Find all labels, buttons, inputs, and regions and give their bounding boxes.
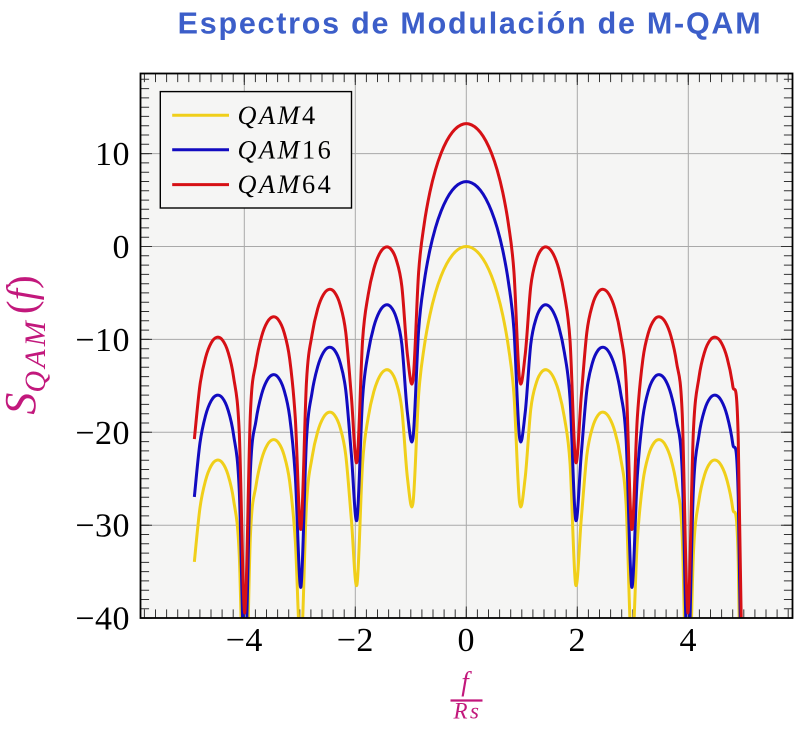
svg-text:−30: −30	[75, 508, 130, 545]
svg-text:10: 10	[95, 136, 130, 173]
svg-text:−20: −20	[75, 415, 130, 452]
svg-text:−4: −4	[226, 622, 263, 659]
svg-text:4: 4	[680, 622, 698, 659]
svg-text:−2: −2	[337, 622, 374, 659]
svg-text:QAM16: QAM16	[238, 135, 334, 164]
svg-text:QAM64: QAM64	[238, 170, 334, 199]
svg-text:Espectros de Modulación de M-Q: Espectros de Modulación de M-QAM	[178, 7, 763, 41]
svg-text:SQAM(f): SQAM(f)	[0, 275, 52, 414]
svg-text:0: 0	[458, 622, 476, 659]
svg-text:−40: −40	[75, 601, 130, 638]
svg-text:f: f	[461, 667, 472, 697]
svg-text:QAM4: QAM4	[238, 101, 318, 130]
svg-text:2: 2	[569, 622, 587, 659]
svg-text:−10: −10	[75, 322, 130, 359]
svg-text:Rs: Rs	[453, 699, 482, 724]
svg-text:0: 0	[113, 229, 131, 266]
